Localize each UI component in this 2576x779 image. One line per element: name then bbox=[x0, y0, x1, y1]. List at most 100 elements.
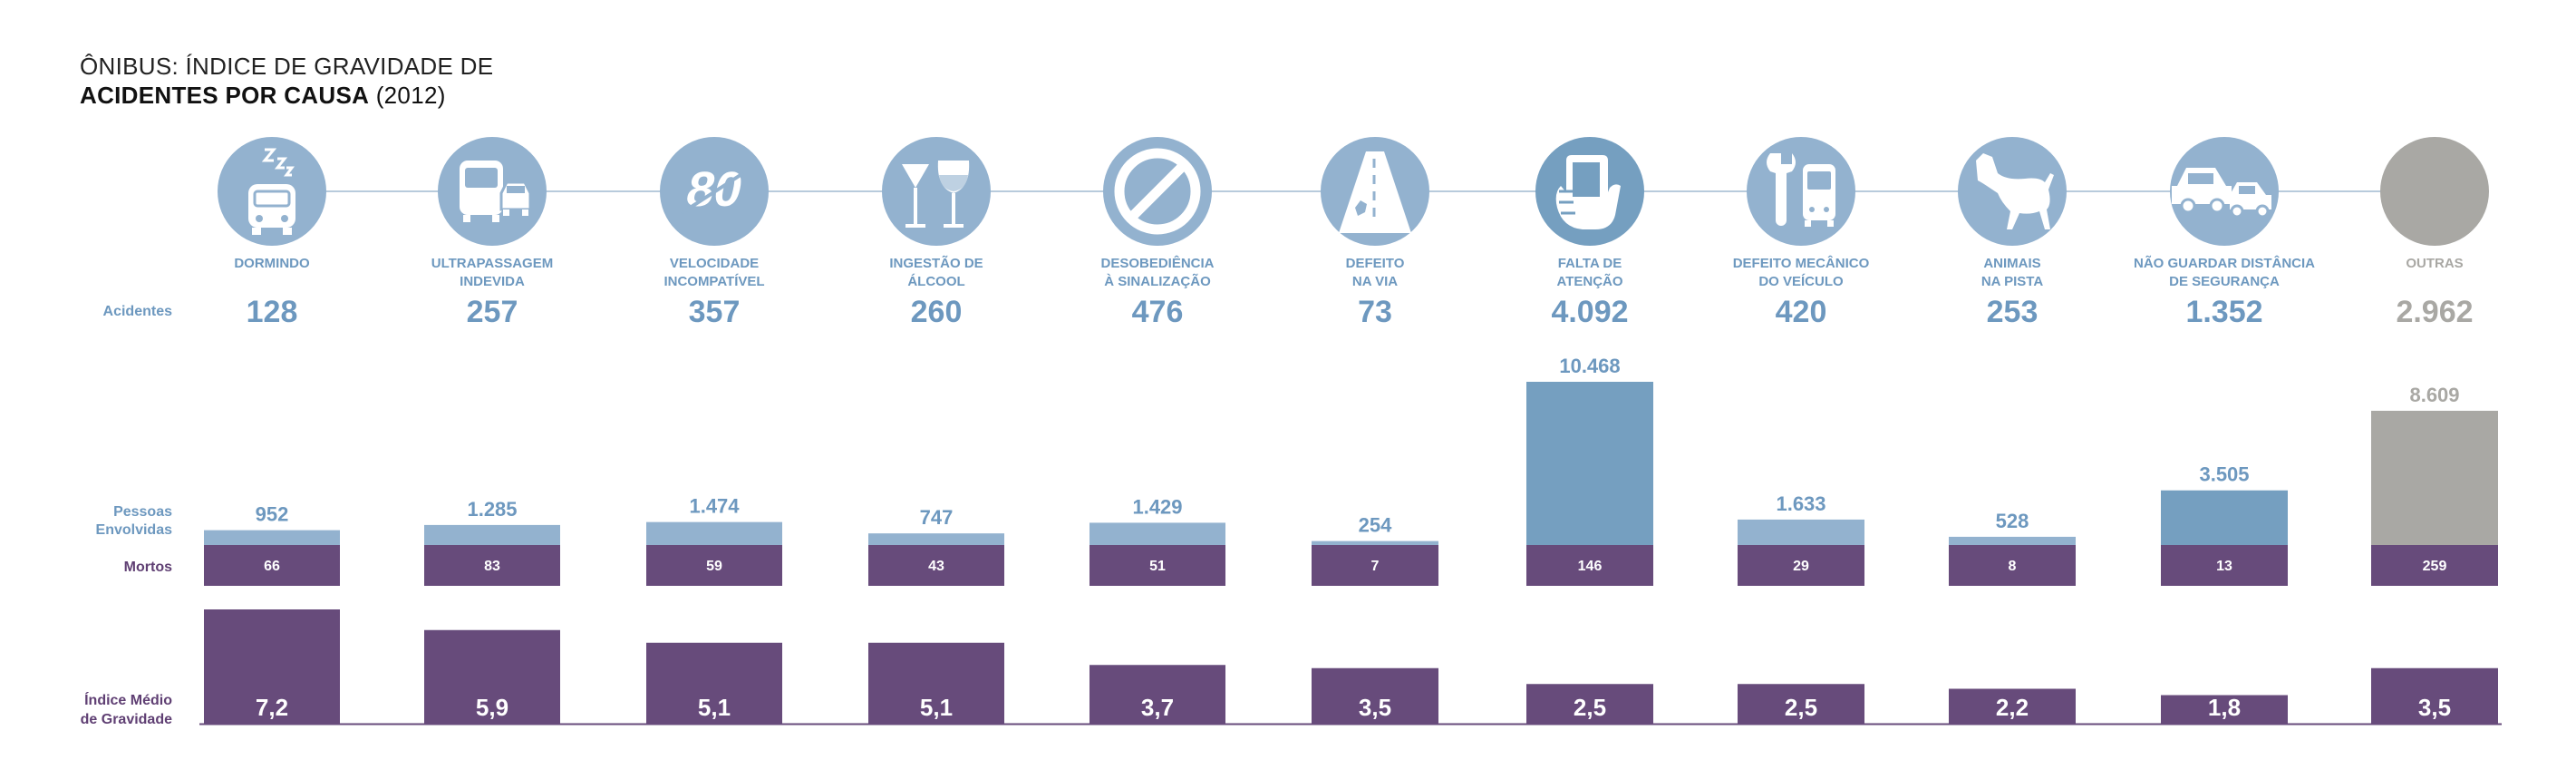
pessoas-bar bbox=[2371, 410, 2498, 545]
pessoas-bar bbox=[204, 530, 340, 545]
category-label-line1: ANIMAIS bbox=[1983, 256, 2040, 271]
indice-value: 2,2 bbox=[1996, 694, 2029, 721]
category-icon-circle bbox=[2380, 137, 2489, 246]
pessoas-bar bbox=[1738, 519, 1864, 545]
wrench-bus-icon bbox=[1767, 153, 1835, 227]
pessoas-bar bbox=[1312, 540, 1438, 545]
tailgating-cars-icon bbox=[2172, 168, 2271, 219]
category-label-line1: VELOCIDADE bbox=[670, 256, 759, 271]
mortos-value: 13 bbox=[2216, 559, 2232, 574]
category-label-line2: DO VEÍCULO bbox=[1758, 274, 1844, 289]
category-label-line1: FALTA DE bbox=[1558, 256, 1622, 271]
indice-value: 3,5 bbox=[1359, 694, 1391, 721]
pessoas-value: 1.633 bbox=[1776, 492, 1825, 515]
category-label-line1: DEFEITO bbox=[1346, 256, 1405, 271]
row-label-indice-2: de Gravidade bbox=[80, 712, 172, 727]
pessoas-value: 3.505 bbox=[2199, 463, 2249, 486]
glasses-icon bbox=[902, 161, 970, 228]
row-label-pessoas-1: Pessoas bbox=[113, 504, 172, 520]
acidentes-value: 4.092 bbox=[1551, 295, 1628, 329]
row-label-acidentes: Acidentes bbox=[102, 304, 172, 319]
mortos-bar bbox=[1089, 545, 1225, 586]
mortos-bar bbox=[646, 545, 782, 586]
indice-bar bbox=[646, 642, 782, 724]
indice-bar bbox=[424, 629, 560, 724]
bus-overtaking-car-icon bbox=[460, 161, 532, 222]
pessoas-value: 952 bbox=[256, 503, 289, 526]
pessoas-value: 528 bbox=[1996, 510, 2029, 532]
pessoas-bar bbox=[868, 533, 1004, 545]
category-label-line1: DEFEITO MECÂNICO bbox=[1733, 255, 1870, 271]
mortos-bar bbox=[1738, 545, 1864, 586]
category-label-line2: NA PISTA bbox=[1981, 274, 2044, 289]
category-label-line2: ÁLCOOL bbox=[907, 274, 964, 289]
mortos-value: 66 bbox=[264, 559, 280, 574]
pessoas-bar bbox=[1526, 382, 1653, 545]
pessoas-value: 1.474 bbox=[689, 495, 740, 518]
pessoas-value: 10.468 bbox=[1559, 355, 1620, 377]
sleeping-bus-icon bbox=[248, 148, 295, 235]
mortos-value: 259 bbox=[2423, 559, 2447, 574]
category-label-line1: ULTRAPASSAGEM bbox=[431, 256, 553, 271]
speed-80-icon: 80 bbox=[680, 162, 748, 217]
chart-title-bold: ACIDENTES POR CAUSA bbox=[80, 82, 370, 109]
acidentes-value: 257 bbox=[467, 295, 518, 329]
indice-value: 3,7 bbox=[1141, 694, 1174, 721]
acidentes-value: 476 bbox=[1132, 295, 1184, 329]
phone-in-hand-icon bbox=[1555, 155, 1621, 229]
indice-bar bbox=[1738, 684, 1864, 724]
category-label-line2: INDEVIDA bbox=[460, 274, 525, 289]
pessoas-value: 747 bbox=[920, 506, 954, 529]
chart-title-line1: ÔNIBUS: ÍNDICE DE GRAVIDADE DE bbox=[80, 53, 494, 80]
pessoas-bar bbox=[646, 521, 782, 545]
indice-value: 5,1 bbox=[698, 694, 731, 721]
mortos-value: 7 bbox=[1371, 559, 1380, 574]
category-label-line2: NA VIA bbox=[1352, 274, 1398, 289]
row-label-mortos: Mortos bbox=[123, 560, 172, 575]
indice-bar bbox=[1089, 665, 1225, 724]
acidentes-value: 420 bbox=[1776, 295, 1827, 329]
category-label-line1: DORMINDO bbox=[234, 256, 310, 271]
pessoas-bar bbox=[2161, 490, 2288, 545]
acidentes-value: 253 bbox=[1987, 295, 2039, 329]
mortos-bar bbox=[1526, 545, 1653, 586]
indice-bar bbox=[2161, 695, 2288, 724]
indice-value: 7,2 bbox=[256, 694, 288, 721]
row-label-indice-1: Índice Médio bbox=[84, 693, 172, 708]
pessoas-value: 254 bbox=[1359, 514, 1392, 537]
mortos-value: 29 bbox=[1793, 559, 1809, 574]
pessoas-bar bbox=[424, 524, 560, 545]
indice-bar bbox=[1526, 684, 1653, 724]
row-label-pessoas-2: Envolvidas bbox=[95, 522, 172, 538]
category-label-line1: OUTRAS bbox=[2406, 256, 2463, 271]
dog-icon bbox=[1976, 153, 2054, 229]
mortos-bar bbox=[204, 545, 340, 586]
pessoas-bar bbox=[1949, 536, 2076, 545]
mortos-value: 146 bbox=[1578, 559, 1603, 574]
indice-bar bbox=[1312, 667, 1438, 724]
indice-bar bbox=[2371, 667, 2498, 724]
chart-title-year: (2012) bbox=[369, 82, 446, 109]
pessoas-value: 8.609 bbox=[2409, 384, 2459, 406]
pessoas-value: 1.285 bbox=[467, 498, 517, 521]
acidentes-value: 260 bbox=[911, 295, 963, 329]
category-label-line2: INCOMPATÍVEL bbox=[663, 274, 764, 289]
acidentes-value: 128 bbox=[247, 295, 298, 329]
chart-title-line2: ACIDENTES POR CAUSA (2012) bbox=[80, 82, 446, 110]
category-icon-circle bbox=[1747, 137, 1855, 246]
mortos-bar bbox=[2161, 545, 2288, 586]
indice-value: 2,5 bbox=[1785, 694, 1817, 721]
mortos-value: 51 bbox=[1149, 559, 1166, 574]
indice-bar bbox=[204, 609, 340, 724]
indice-value: 3,5 bbox=[2418, 694, 2451, 721]
category-label-line2: ATENÇÃO bbox=[1556, 273, 1622, 289]
indice-value: 5,9 bbox=[476, 694, 508, 721]
category-icon-circle bbox=[882, 137, 991, 246]
indice-value: 2,5 bbox=[1574, 694, 1606, 721]
acidentes-value: 357 bbox=[689, 295, 741, 329]
category-label-line1: DESOBEDIÊNCIA bbox=[1100, 255, 1214, 271]
category-label-line1: NÃO GUARDAR DISTÂNCIA bbox=[2134, 255, 2315, 271]
category-label-line1: INGESTÃO DE bbox=[889, 255, 983, 271]
